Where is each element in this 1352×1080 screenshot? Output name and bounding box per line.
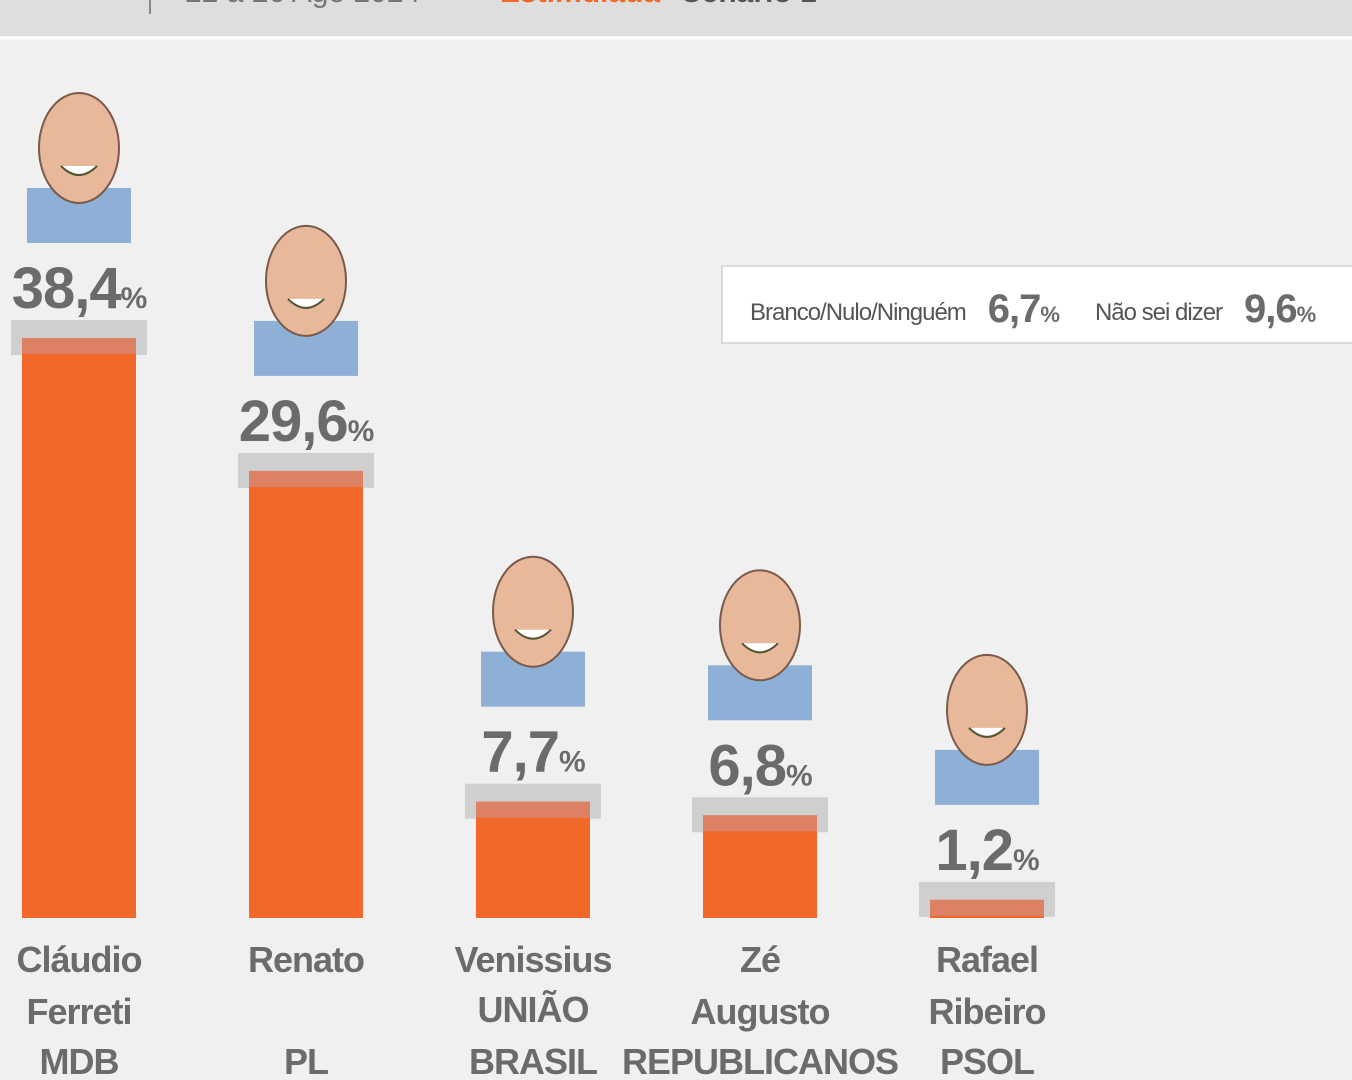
candidate-name: Venissius xyxy=(454,939,611,980)
page: 22 a 26 Ago 2024 Estimulada Cenário 1 Br… xyxy=(0,0,1352,1080)
value-label: 1,2% xyxy=(935,818,1039,883)
header-mode: Estimulada xyxy=(500,0,660,9)
value-label: 7,7% xyxy=(481,720,585,785)
bar xyxy=(22,338,136,918)
value-label: 29,6% xyxy=(239,389,374,454)
party-name: PL xyxy=(284,1041,328,1080)
portrait-face xyxy=(720,570,800,680)
chart: 22 a 26 Ago 2024 Estimulada Cenário 1 Br… xyxy=(0,0,1352,1080)
bar-cap xyxy=(22,338,136,354)
party-name: REPUBLICANOS xyxy=(622,1041,898,1080)
portrait-face xyxy=(493,557,573,667)
bar xyxy=(249,471,363,918)
header-date: 22 a 26 Ago 2024 xyxy=(185,0,420,9)
portrait-face xyxy=(39,93,119,203)
party-name: PSOL xyxy=(940,1041,1034,1080)
header-scenario: Cenário 1 xyxy=(680,0,817,9)
portrait-face xyxy=(266,226,346,336)
value-label: 38,4% xyxy=(12,256,147,321)
portrait-face xyxy=(947,655,1027,765)
party-name: MDB xyxy=(40,1041,119,1080)
bar-cap xyxy=(476,802,590,818)
others-label: Não sei dizer xyxy=(1095,299,1223,326)
bar-cap xyxy=(930,900,1044,916)
bar-cap xyxy=(249,471,363,487)
candidate-name: Renato xyxy=(248,939,364,980)
value-label: 6,8% xyxy=(708,733,812,798)
bar-cap xyxy=(703,815,817,831)
bar xyxy=(476,802,590,918)
others-label: Branco/Nulo/Ninguém xyxy=(750,299,966,326)
